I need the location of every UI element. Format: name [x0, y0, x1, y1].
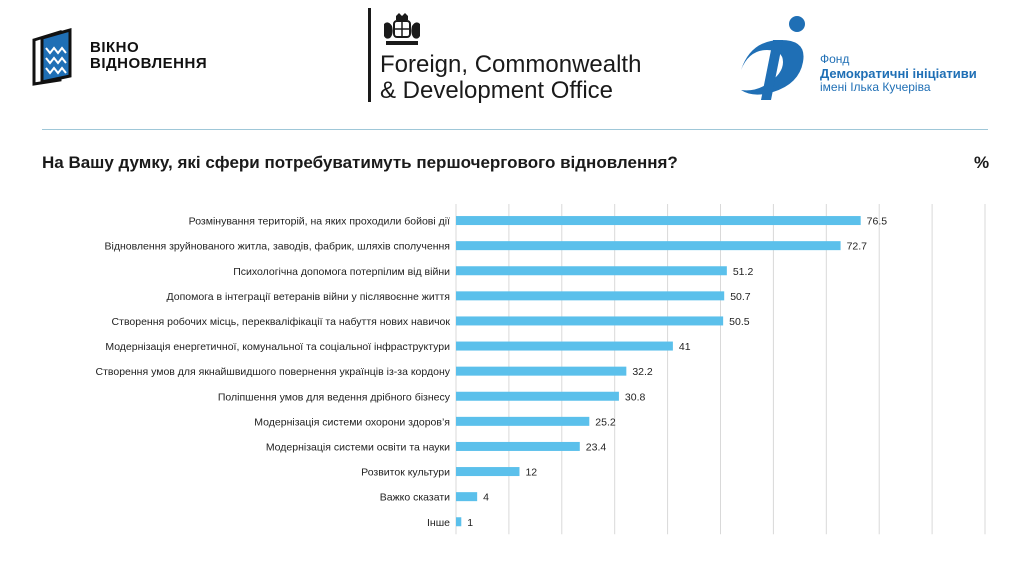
header-divider	[42, 129, 988, 130]
value-label: 50.5	[729, 316, 750, 328]
category-label: Створення умов для якнайшвидшого поверне…	[96, 366, 451, 378]
dif-foundation-logo: Фонд Демократичні ініціативи імені Ілька…	[735, 10, 1015, 110]
dif-logo-line3: імені Ілька Кучеріва	[820, 80, 931, 94]
value-label: 1	[467, 517, 473, 529]
chart-title: На Вашу думку, які сфери потребуватимуть…	[42, 153, 678, 172]
vikno-logo-text: ВІКНО ВІДНОВЛЕННЯ	[90, 40, 207, 72]
royal-crest-icon	[384, 13, 420, 45]
fcdo-name-line1: Foreign, Commonwealth	[380, 51, 642, 78]
bar	[456, 441, 580, 451]
bar	[456, 241, 841, 251]
value-label: 51.2	[733, 266, 754, 278]
chart-gridlines	[455, 204, 986, 535]
value-label: 72.7	[847, 241, 868, 253]
bar	[456, 391, 619, 401]
value-label: 30.8	[625, 391, 646, 403]
value-label: 23.4	[586, 441, 607, 453]
chart-bars: Розмінування територій, на яких проходил…	[96, 216, 888, 529]
bar	[456, 517, 462, 527]
unit-label: %	[974, 153, 990, 172]
value-label: 50.7	[730, 291, 751, 303]
category-label: Модернізація системи охорони здоров’я	[254, 416, 450, 428]
bar	[456, 266, 727, 276]
dif-logo-line1: Фонд	[820, 52, 850, 66]
value-label: 12	[525, 467, 537, 479]
category-label: Важко сказати	[380, 492, 450, 504]
vikno-logo-line1: ВІКНО	[90, 39, 140, 56]
bar	[456, 316, 724, 326]
value-label: 41	[679, 341, 691, 353]
window-logo-icon	[32, 28, 72, 86]
value-label: 76.5	[867, 216, 888, 228]
fcdo-logo: Foreign, Commonwealth & Development Offi…	[368, 8, 668, 108]
bar	[456, 467, 520, 477]
bar	[456, 216, 861, 226]
category-label: Допомога в інтеграції ветеранів війни у …	[167, 291, 450, 303]
vikno-logo-line2: ВІДНОВЛЕННЯ	[90, 55, 208, 72]
bar	[456, 416, 590, 426]
value-label: 32.2	[632, 366, 653, 378]
bar	[456, 291, 725, 301]
bar	[456, 492, 478, 502]
category-label: Створення робочих місць, перекваліфікаці…	[112, 316, 451, 328]
bar	[456, 341, 673, 351]
value-label: 25.2	[595, 416, 616, 428]
category-label: Психологічна допомога потерпілим від вій…	[233, 266, 450, 278]
category-label: Інше	[427, 517, 450, 529]
bar	[456, 366, 627, 376]
value-label: 4	[483, 492, 489, 504]
dif-logo-icon	[741, 16, 805, 100]
category-label: Відновлення зруйнованого житла, заводів,…	[104, 241, 450, 253]
category-label: Поліпшення умов для ведення дрібного біз…	[218, 391, 451, 403]
category-label: Модернізація системи освіти та науки	[266, 441, 450, 453]
fcdo-name-line2: & Development Office	[380, 77, 614, 104]
fcdo-name: Foreign, Commonwealth & Development Offi…	[380, 52, 641, 104]
category-label: Розмінування територій, на яких проходил…	[189, 216, 450, 228]
dif-logo-line2: Демократичні ініціативи	[820, 66, 977, 81]
fcdo-rule	[368, 8, 371, 102]
bar-chart: Розмінування територій, на яких проходил…	[96, 204, 986, 535]
header: ВІКНО ВІДНОВЛЕННЯ Foreign, Commonwealth …	[0, 0, 1024, 130]
vikno-vidnovlennia-logo: ВІКНО ВІДНОВЛЕННЯ	[30, 28, 230, 88]
category-label: Модернізація енергетичної, комунальної т…	[105, 341, 450, 353]
category-label: Розвиток культури	[361, 467, 450, 479]
